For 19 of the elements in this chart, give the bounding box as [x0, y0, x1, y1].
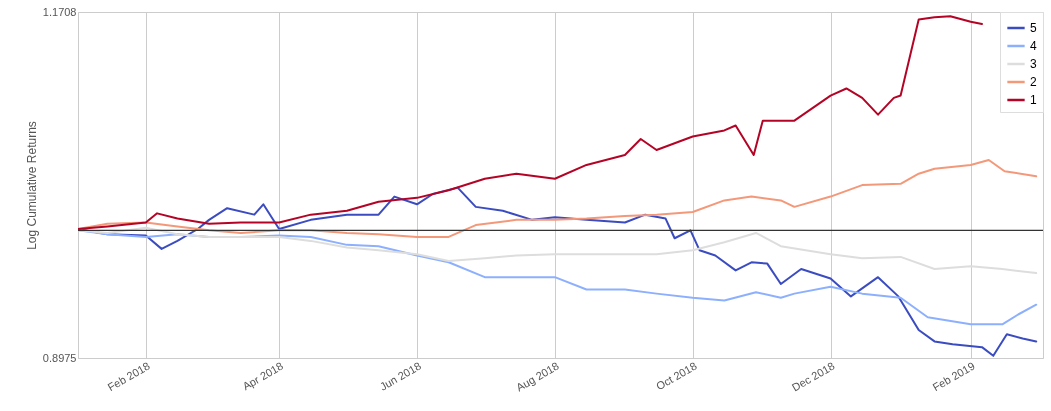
y-tick-label: 0.8975 [42, 351, 77, 364]
x-tick-label: Dec 2018 [789, 359, 837, 394]
legend-label: 2 [1030, 75, 1037, 89]
legend-label: 5 [1030, 21, 1037, 35]
x-tick-label: Feb 2019 [930, 359, 977, 394]
x-tick-label: Feb 2018 [105, 359, 152, 394]
legend-label: 4 [1030, 39, 1037, 53]
x-tick-label: Aug 2018 [514, 359, 561, 394]
x-tick-label: Oct 2018 [654, 359, 699, 393]
y-tick-label: 1.1708 [42, 5, 77, 18]
x-tick-label: Jun 2018 [377, 359, 423, 393]
line-series [78, 15, 983, 231]
line-series [78, 158, 1038, 238]
legend-label: 3 [1030, 57, 1037, 71]
line-series [78, 226, 1038, 275]
x-tick-label: Apr 2018 [240, 359, 286, 393]
line-series [78, 229, 1038, 326]
y-axis-title: Log Cumulative Returns [24, 121, 39, 250]
legend-label: 1 [1030, 93, 1037, 107]
